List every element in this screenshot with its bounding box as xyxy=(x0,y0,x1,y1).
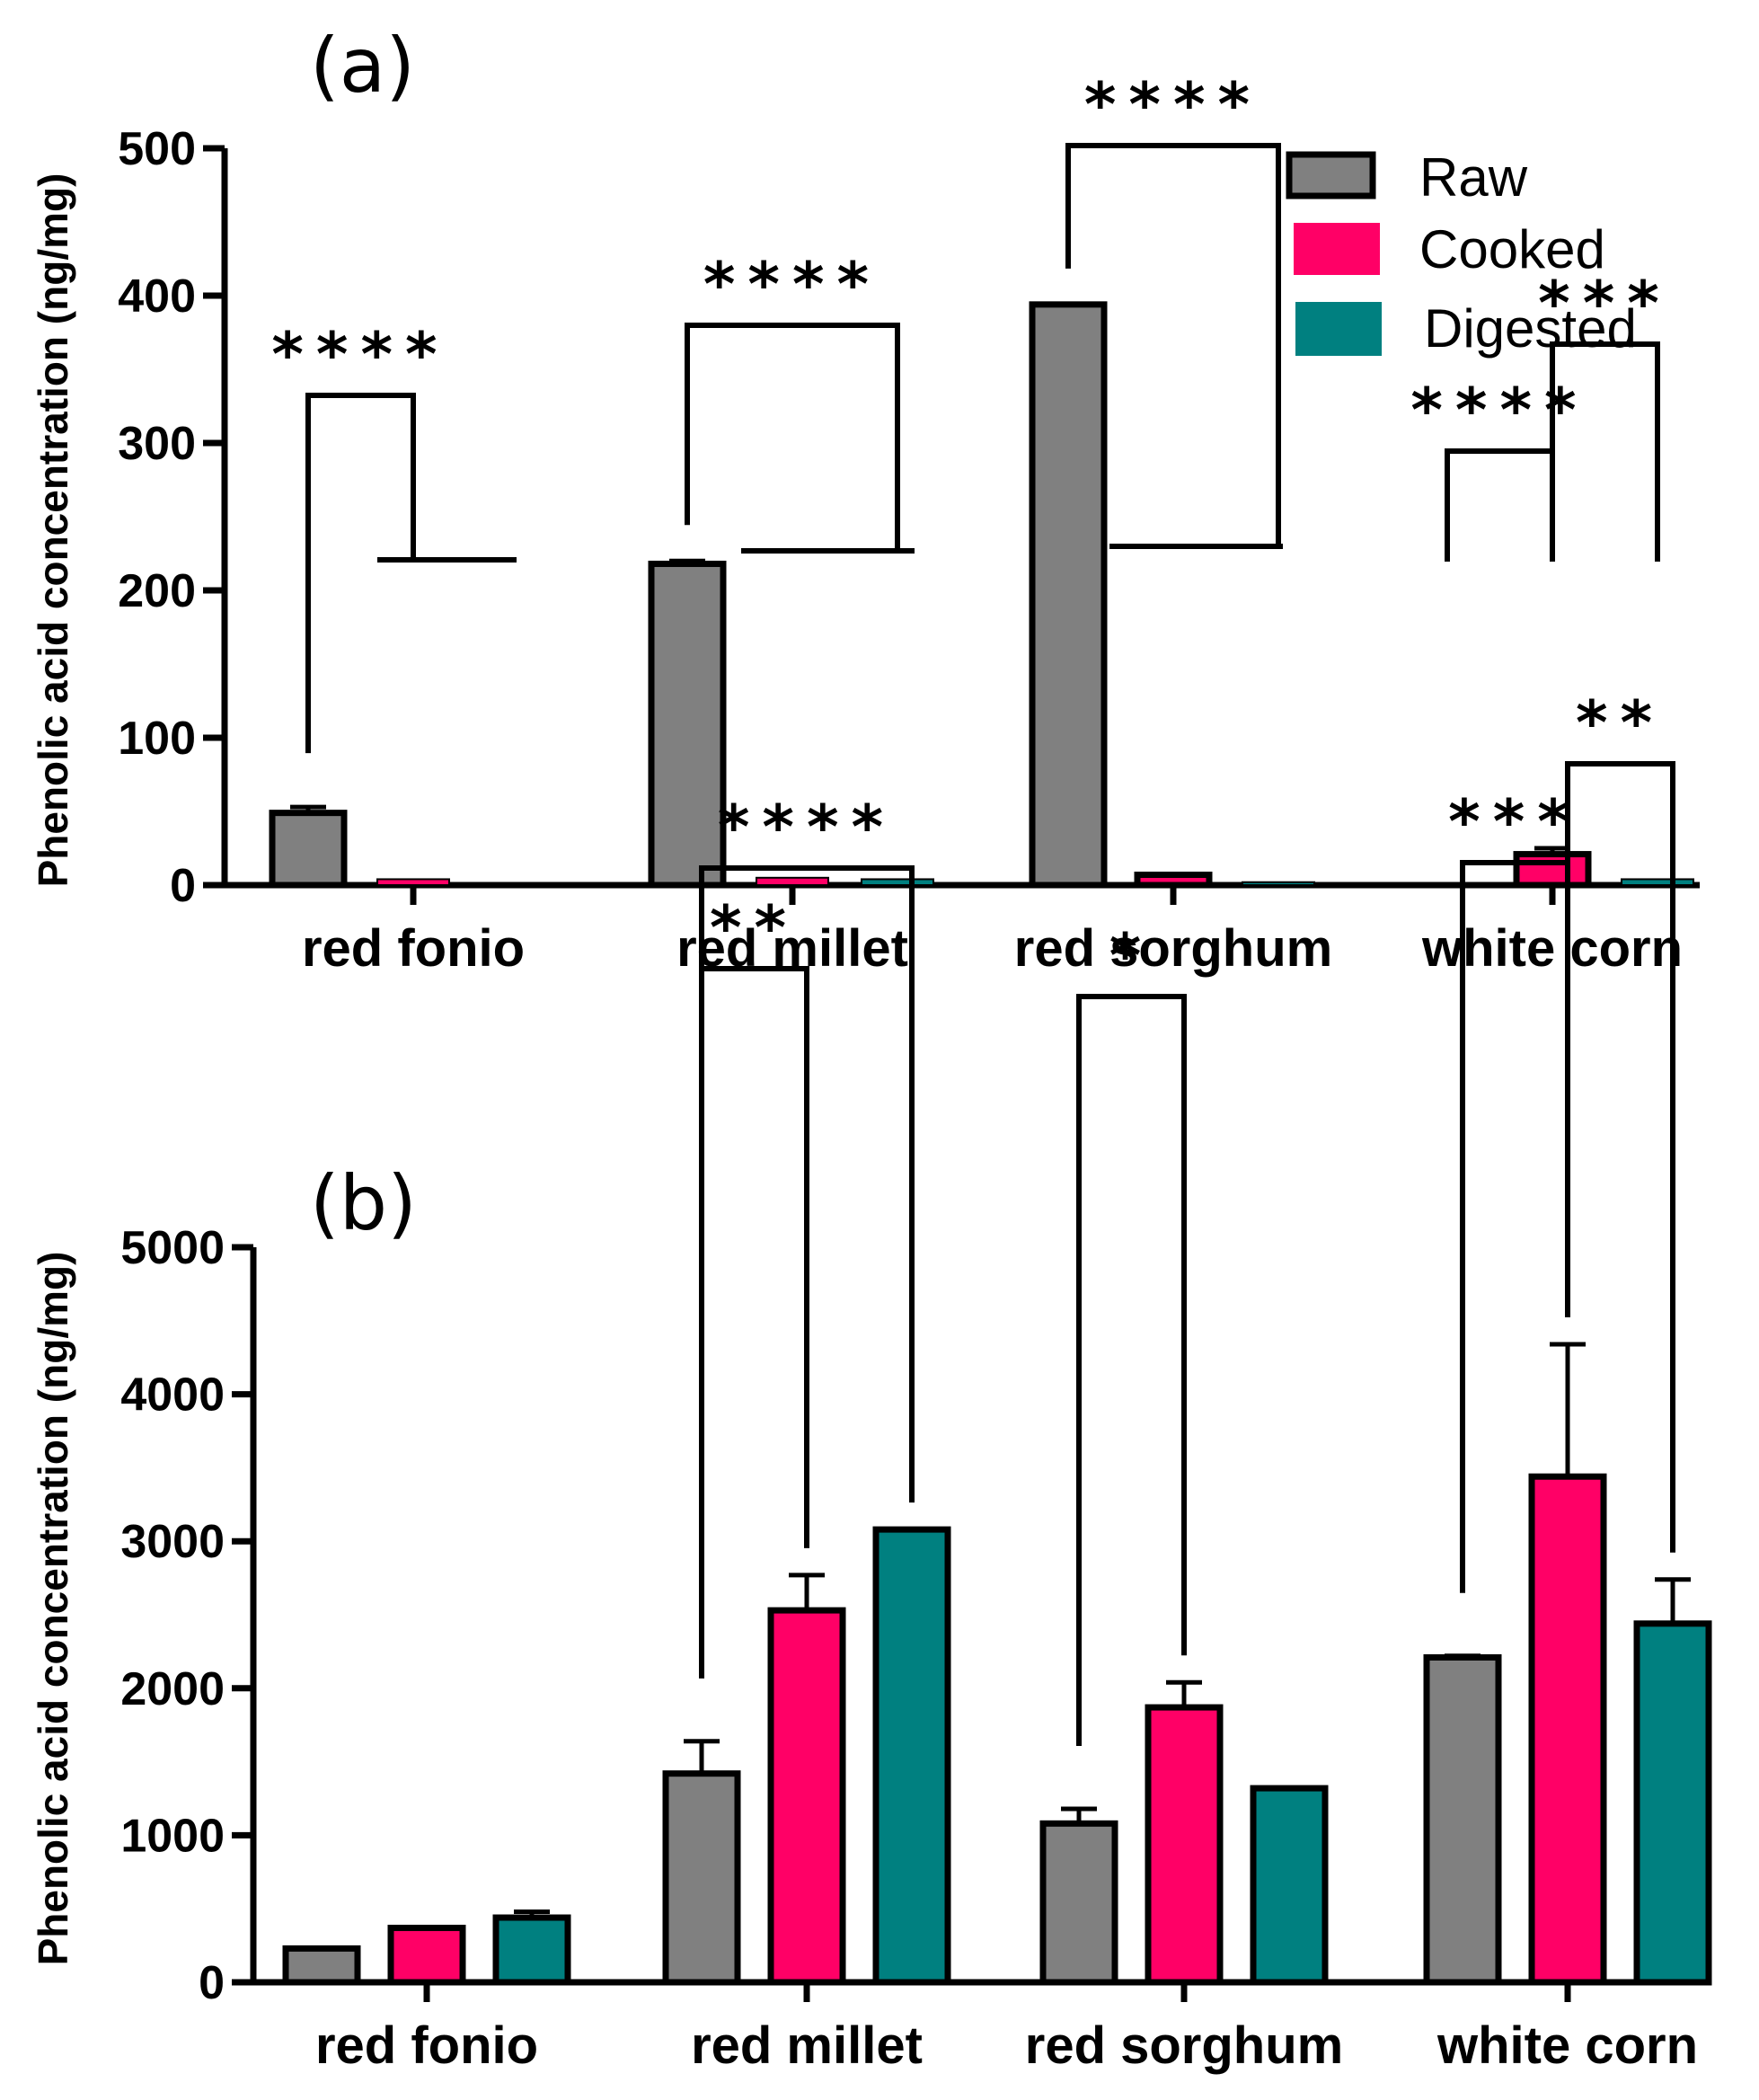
bar xyxy=(282,1945,361,1986)
y-tick-label: 1000 xyxy=(120,1810,225,1862)
significance-bracket xyxy=(1065,143,1281,548)
bar xyxy=(1410,882,1484,886)
legend-swatch-raw xyxy=(1286,151,1376,199)
significance-label: *** xyxy=(1538,269,1672,340)
bar xyxy=(872,1526,951,1986)
y-tick-label: 2000 xyxy=(120,1663,225,1715)
bar xyxy=(1250,1785,1329,1986)
bar xyxy=(756,876,829,886)
y-tick-label: 300 xyxy=(118,418,196,470)
significance-bracket xyxy=(685,323,900,553)
bar xyxy=(1145,1704,1224,1986)
x-tick-label: red fonio xyxy=(315,2016,538,2075)
y-tick-label: 0 xyxy=(170,860,196,912)
bar xyxy=(1423,1653,1502,1986)
significance-label: ** xyxy=(710,893,799,964)
bar xyxy=(1621,878,1694,887)
bar xyxy=(492,1914,571,1986)
bar xyxy=(767,1607,846,1986)
significance-bracket xyxy=(1565,761,1675,1553)
panel-b-ylabel: Phenolic acid concentration (ng/mg) xyxy=(30,1252,76,1966)
panel-b: (b) Phenolic acid concentration (ng/mg) … xyxy=(30,688,1712,2075)
y-tick-label: 400 xyxy=(118,270,196,323)
legend-label-digested: Digested xyxy=(1424,298,1637,359)
significance-bracket xyxy=(699,966,809,1679)
significance-label: **** xyxy=(703,250,881,321)
bar xyxy=(1039,1820,1118,1986)
bar xyxy=(1242,881,1315,886)
bar xyxy=(662,1770,741,1986)
x-tick-label: red sorghum xyxy=(1025,2016,1344,2075)
y-tick-label: 3000 xyxy=(120,1516,225,1568)
bar xyxy=(376,878,450,887)
x-tick-label: red sorghum xyxy=(1014,919,1333,978)
y-tick-label: 4000 xyxy=(120,1369,225,1422)
x-tick-label: red fonio xyxy=(302,919,525,978)
legend-label-cooked: Cooked xyxy=(1419,219,1605,279)
legend-swatch-cooked xyxy=(1294,223,1380,275)
panel-a-ylabel: Phenolic acid concentration (ng/mg) xyxy=(30,173,76,888)
significance-bracket xyxy=(699,865,915,1679)
y-tick-label: 0 xyxy=(199,1957,225,2009)
panel-b-label: (b) xyxy=(310,1159,417,1247)
bar xyxy=(1633,1620,1712,1986)
y-tick-label: 100 xyxy=(118,713,196,765)
significance-label: **** xyxy=(1084,70,1262,141)
legend-swatch-digested xyxy=(1295,302,1382,356)
bar xyxy=(269,810,348,889)
x-tick-label: red millet xyxy=(691,2016,923,2075)
bar xyxy=(648,560,727,889)
significance-bracket xyxy=(1445,448,1555,562)
bar xyxy=(387,1924,466,1986)
significance-label: * xyxy=(1109,921,1154,992)
significance-bracket xyxy=(305,393,416,754)
significance-bracket xyxy=(1550,341,1660,562)
y-tick-label: 500 xyxy=(118,123,196,175)
bar xyxy=(1528,1473,1607,1986)
legend-label-raw: Raw xyxy=(1419,147,1528,208)
bar xyxy=(1029,301,1108,889)
y-tick-label: 200 xyxy=(118,565,196,617)
panel-a-label: (a) xyxy=(310,22,415,110)
legend: Raw Cooked Digested xyxy=(1286,147,1637,359)
bar xyxy=(482,882,555,886)
bar xyxy=(1134,872,1213,889)
x-tick-label: white corn xyxy=(1436,2016,1698,2075)
significance-label: *** xyxy=(1448,787,1582,858)
bar xyxy=(861,878,934,887)
significance-label: **** xyxy=(1410,376,1588,447)
y-tick-label: 5000 xyxy=(120,1222,225,1274)
significance-bracket xyxy=(1076,994,1187,1746)
significance-label: **** xyxy=(271,320,449,391)
significance-label: ** xyxy=(1576,688,1665,759)
bar xyxy=(1513,851,1592,889)
significance-label: **** xyxy=(718,793,896,864)
